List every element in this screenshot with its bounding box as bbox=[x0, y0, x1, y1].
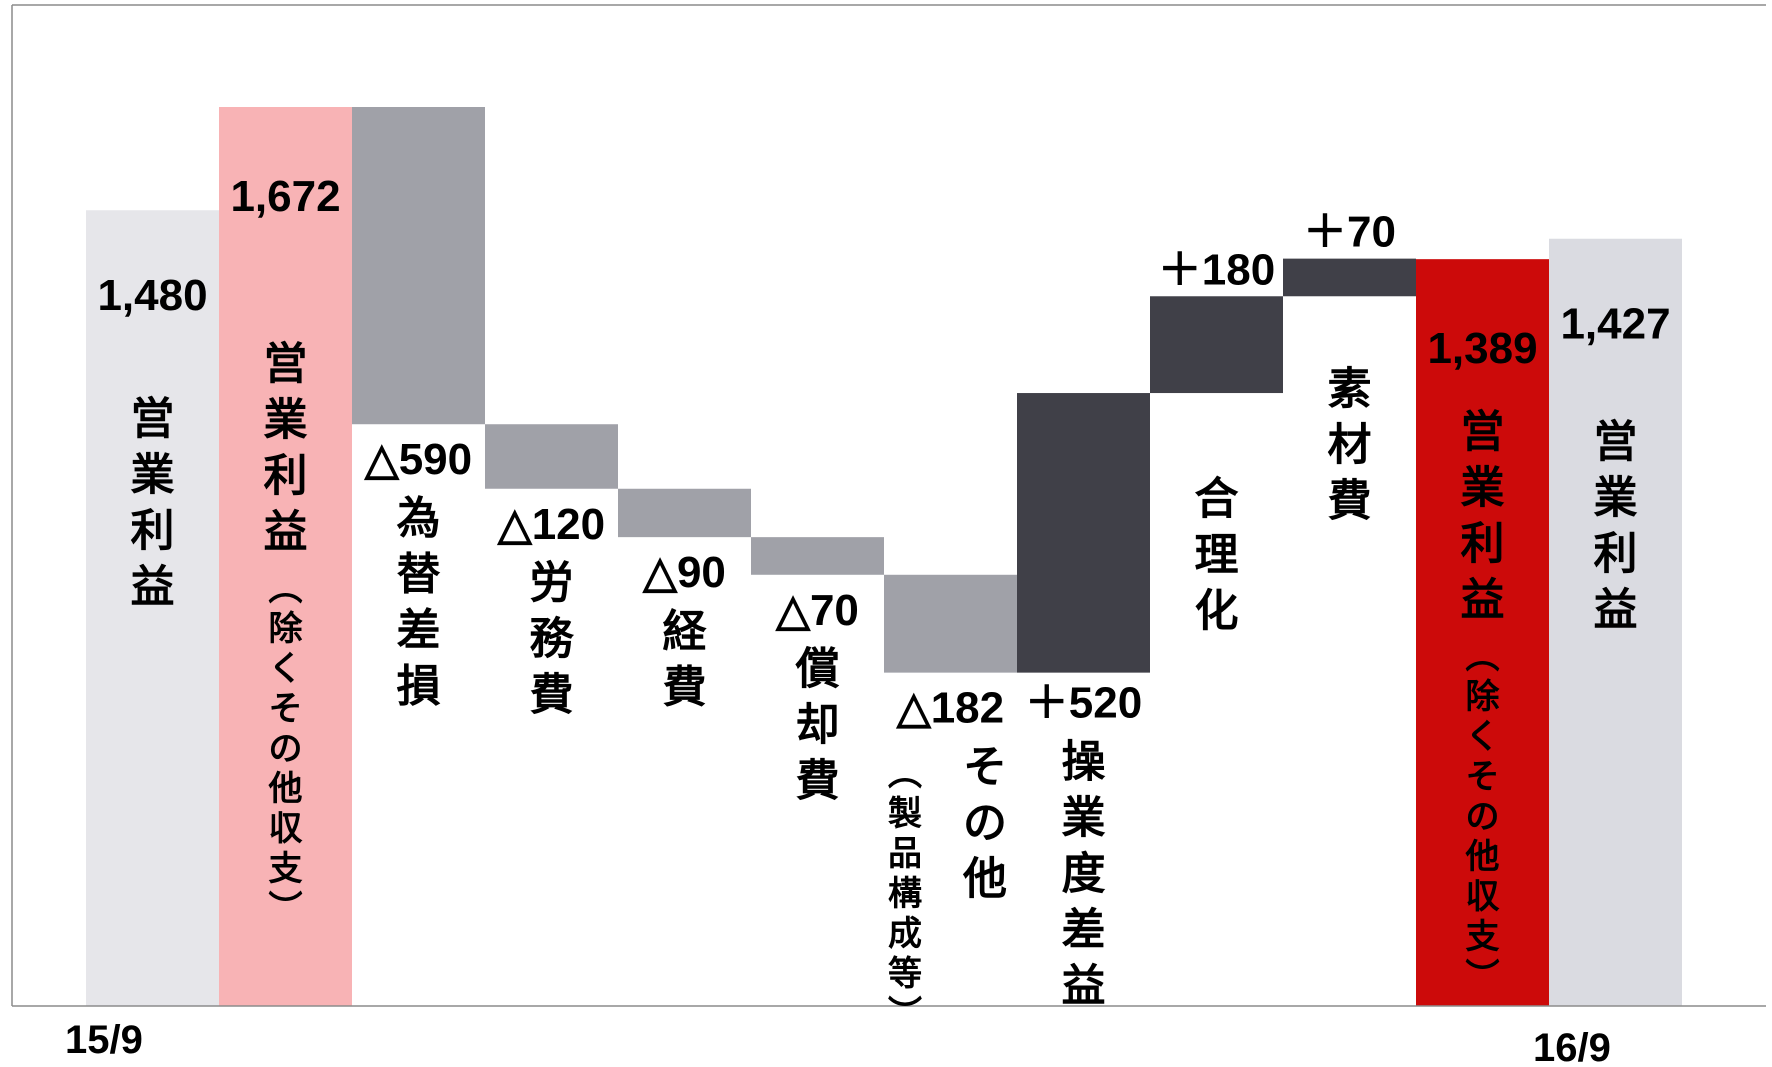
value-label-2: △590 bbox=[364, 435, 472, 484]
bar-1 bbox=[219, 107, 352, 1006]
bar-10 bbox=[1416, 259, 1549, 1006]
bar-7 bbox=[1017, 393, 1150, 673]
category-label-9: 素材費 bbox=[1328, 364, 1372, 527]
bar-11 bbox=[1549, 238, 1682, 1007]
x-label-start: 15/9 bbox=[65, 1018, 143, 1062]
bar-6 bbox=[884, 574, 1017, 673]
category-label-1: 営業利益 bbox=[264, 339, 308, 558]
value-label-9: ＋70 bbox=[1303, 208, 1396, 257]
value-label-7: ＋520 bbox=[1025, 679, 1142, 728]
category-label-3: 労務費 bbox=[530, 557, 575, 720]
category-label-4: 経費 bbox=[663, 606, 708, 713]
value-label-11: 1,427 bbox=[1560, 300, 1670, 349]
category-sublabel-1: ︵除くその他収支︶ bbox=[268, 569, 304, 929]
value-label-8: ＋180 bbox=[1158, 245, 1275, 294]
category-label-2: 為替差損 bbox=[397, 493, 441, 712]
category-sublabel-10: ︵除くその他収支︶ bbox=[1465, 637, 1501, 997]
category-label-5: 償却費 bbox=[795, 644, 840, 807]
bar-4 bbox=[618, 488, 751, 538]
value-label-4: △90 bbox=[642, 548, 726, 597]
category-label-8: 合理化 bbox=[1195, 474, 1239, 637]
value-label-6: △182 bbox=[896, 684, 1004, 733]
x-label-end: 16/9 bbox=[1533, 1026, 1611, 1067]
category-label-6: その他 bbox=[962, 741, 1007, 904]
category-label-10: 営業利益 bbox=[1461, 407, 1505, 626]
bar-9 bbox=[1283, 258, 1416, 297]
category-label-0: 営業利益 bbox=[131, 394, 175, 613]
bar-5 bbox=[751, 537, 884, 575]
value-label-1: 1,672 bbox=[230, 172, 340, 221]
category-label-7: 操業度差益 bbox=[1062, 736, 1106, 1011]
bar-0 bbox=[86, 210, 219, 1007]
bar-8 bbox=[1150, 296, 1283, 394]
value-label-10: 1,389 bbox=[1427, 324, 1537, 373]
labels-layer: 1,480 営業利益 1,672 営業利益 ︵除くその他収支︶ △590 為替差損 △120 労… bbox=[97, 172, 1670, 1034]
category-label-11: 営業利益 bbox=[1594, 417, 1638, 636]
bars-layer bbox=[86, 107, 1682, 1007]
value-label-5: △70 bbox=[775, 586, 859, 635]
bar-3 bbox=[485, 424, 618, 489]
bar-2 bbox=[352, 107, 485, 425]
value-label-3: △120 bbox=[497, 500, 605, 549]
value-label-0: 1,480 bbox=[97, 271, 207, 320]
category-sublabel-6: ︵製品構成等︶ bbox=[888, 754, 922, 1034]
